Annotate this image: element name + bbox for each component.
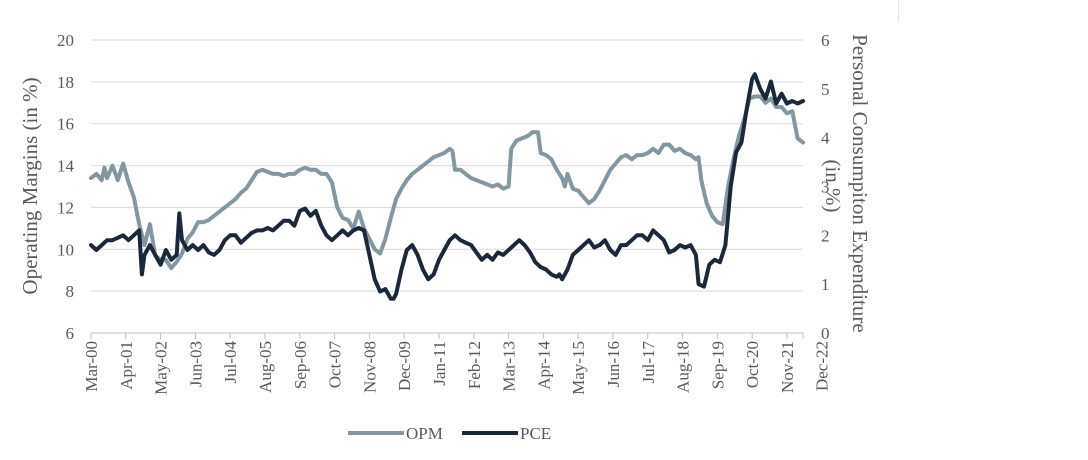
x-tick-label: Oct-20 [743, 341, 762, 388]
legend: OPM PCE [348, 424, 551, 443]
y-ticks-left: 6 8 10 12 14 16 18 20 [57, 31, 75, 343]
x-tick-label: Oct-07 [326, 341, 345, 389]
y-tick-label: 16 [57, 115, 74, 134]
series-line-opm [89, 94, 805, 271]
y-tick-label: 18 [57, 73, 74, 92]
x-tick-label: Nov-21 [778, 341, 797, 393]
x-tick-label: Nov-08 [360, 341, 379, 393]
x-tick-label: Dec-09 [395, 341, 414, 391]
y-tick-label: 10 [57, 240, 74, 259]
x-tick-label: Mar-00 [82, 341, 101, 392]
x-tick-label: Apr-14 [534, 341, 553, 390]
y2-tick-label: 1 [821, 275, 830, 294]
y2-axis-title-line-1: Personal Consumpiton Expenditure [848, 34, 872, 333]
y-axis-title: Operating Margins (in %) [18, 77, 42, 294]
x-tick-label: Feb-12 [465, 341, 484, 389]
x-tick-label: Sep-19 [708, 341, 727, 389]
x-tick-label: Mar-13 [500, 341, 519, 392]
legend-label-opm: OPM [406, 424, 443, 443]
y2-axis-title: Personal Consumpiton Expenditure (in %) [821, 34, 872, 338]
y-tick-label: 12 [57, 198, 74, 217]
x-tick-label: Jul-17 [639, 341, 658, 384]
y-tick-label: 14 [57, 157, 75, 176]
y2-axis-title-line-2: (in %) [821, 159, 845, 212]
x-tick-label: Jan-11 [430, 341, 449, 386]
y-tick-label: 20 [57, 31, 74, 50]
legend-label-pce: PCE [520, 424, 551, 443]
x-tick-label: May-15 [569, 341, 588, 395]
x-tick-label: Dec-22 [813, 341, 832, 391]
y2-tick-label: 5 [821, 80, 830, 99]
x-tick-label: Jul-04 [221, 341, 240, 384]
x-tick-label: Jun-03 [186, 341, 205, 387]
y-tick-label: 6 [66, 324, 75, 343]
edge-separator [898, 0, 899, 22]
y2-tick-label: 4 [821, 129, 830, 148]
series-line-pce [89, 72, 805, 301]
y-tick-label: 8 [66, 282, 75, 301]
y2-tick-label: 2 [821, 226, 830, 245]
y2-tick-label: 3 [821, 178, 830, 197]
x-tick-label: Aug-18 [674, 341, 693, 393]
y2-tick-label: 0 [821, 324, 830, 343]
x-tick-label: Apr-01 [117, 341, 136, 390]
x-tick-label: Jun-16 [604, 341, 623, 387]
y-ticks-right: 0 1 2 3 4 5 6 [821, 31, 830, 343]
x-ticks: Mar-00 Apr-01 May-02 Jun-03 Jul-04 Aug-05 Sep-… [82, 333, 832, 395]
x-tick-label: May-02 [152, 341, 171, 395]
x-tick-label: Sep-06 [291, 341, 310, 389]
y2-tick-label: 6 [821, 31, 830, 50]
series-lines [89, 72, 805, 301]
x-tick-label: Aug-05 [256, 341, 275, 393]
